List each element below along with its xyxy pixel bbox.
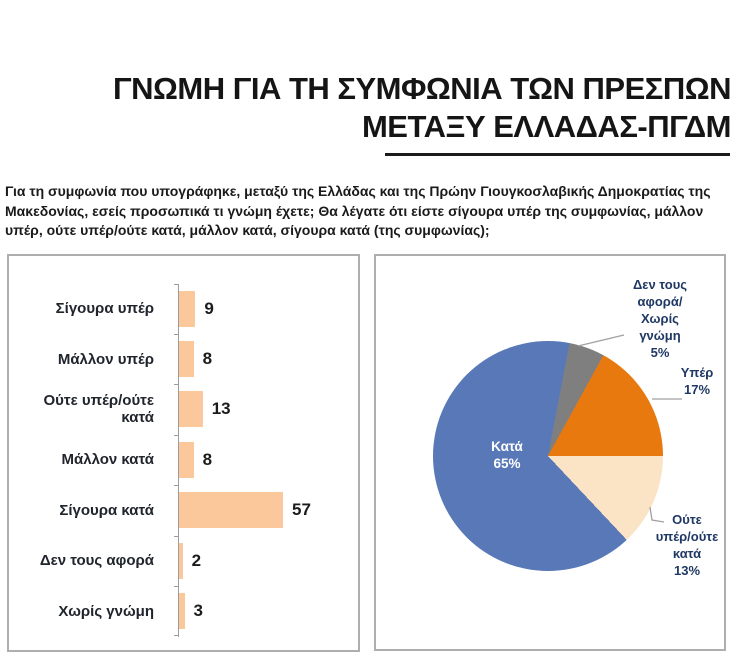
bar-row: Χωρίς γνώμη 3 xyxy=(9,586,358,636)
pie-label-neither: Ούτε υπέρ/ούτε κατά 13% xyxy=(655,511,719,578)
bar xyxy=(179,492,283,529)
bar-category-label: Δεν τους αφορά xyxy=(39,552,154,570)
bar-row: Σίγουρα υπέρ 9 xyxy=(9,284,358,334)
axis-tick xyxy=(174,384,179,386)
bar-row: Μάλλον υπέρ 8 xyxy=(9,334,358,384)
bar-value-label: 3 xyxy=(193,601,203,621)
bar-rows: Σίγουρα υπέρ 9 Μάλλον υπέρ 8 Ούτε υπέρ/ούτε … xyxy=(9,256,358,637)
pie-label-against: Κατά 65% xyxy=(491,438,523,471)
pie-label-for: Υπέρ 17% xyxy=(680,364,714,397)
bar-value-label: 13 xyxy=(211,399,231,419)
axis-tick xyxy=(174,434,179,436)
page-title-line1: ΓΝΩΜΗ ΓΙΑ ΤΗ ΣΥΜΦΩΝΙΑ ΤΩΝ ΠΡΕΣΠΩΝ xyxy=(113,71,732,106)
axis-tick xyxy=(174,283,179,285)
bar-category-label: Μάλλον υπέρ xyxy=(57,350,154,368)
axis-tick xyxy=(174,485,179,487)
bar-value-label: 9 xyxy=(204,298,214,318)
axis-tick xyxy=(174,535,179,537)
bar-category-label: Σίγουρα υπέρ xyxy=(55,300,154,318)
charts-area: Σίγουρα υπέρ 9 Μάλλον υπέρ 8 Ούτε υπέρ/ούτε … xyxy=(7,253,734,652)
bar-chart-panel: Σίγουρα υπέρ 9 Μάλλον υπέρ 8 Ούτε υπέρ/ούτε … xyxy=(7,253,360,652)
pie-label-no-concern: Δεν τους αφορά/ Χωρίς γνώμη 5% xyxy=(632,276,688,360)
bar-value-label: 2 xyxy=(191,550,202,570)
bar-row: Ούτε υπέρ/ούτε κατά 13 xyxy=(9,384,358,434)
bar xyxy=(179,441,194,478)
axis-tick xyxy=(174,333,179,335)
pie-chart-panel: Κατά 65% Δεν τους αφορά/ Χωρίς γνώμη 5% … xyxy=(374,253,726,651)
page-title-line2: ΜΕΤΑΞΥ ΕΛΛΑΔΑΣ-ΠΓΔΜ xyxy=(361,109,732,144)
bar-value-label: 8 xyxy=(202,349,213,369)
bar-category-label: Σίγουρα κατά xyxy=(59,501,154,519)
bar-axis xyxy=(174,283,179,637)
bar xyxy=(179,341,194,378)
axis-tick xyxy=(174,585,179,587)
axis-tick xyxy=(174,635,179,637)
bar-row: Δεν τους αφορά 2 xyxy=(9,535,358,585)
title-underline xyxy=(385,153,730,156)
pie xyxy=(433,340,663,571)
bar xyxy=(179,542,183,579)
bar-category-label: Χωρίς γνώμη xyxy=(58,602,154,620)
bar-value-label: 57 xyxy=(292,500,311,520)
bar xyxy=(179,391,203,428)
bar xyxy=(179,593,185,630)
bar-value-label: 8 xyxy=(202,449,213,469)
report-header: ΓΝΩΜΗ ΓΙΑ ΤΗ ΣΥΜΦΩΝΙΑ ΤΩΝ ΠΡΕΣΠΩΝ ΜΕΤΑΞΥ… xyxy=(0,0,734,156)
survey-question-text: Για τη συμφωνία που υπογράφηκε, μεταξύ τ… xyxy=(5,183,711,238)
bar-category-label: Ούτε υπέρ/ούτε κατά xyxy=(43,392,154,427)
leader-line-no-concern xyxy=(577,333,625,347)
bar-category-label: Μάλλον κατά xyxy=(61,451,154,469)
bar xyxy=(179,290,196,327)
bar-row: Σίγουρα κατά 57 xyxy=(9,485,358,535)
bar-row: Μάλλον κατά 8 xyxy=(9,435,358,485)
